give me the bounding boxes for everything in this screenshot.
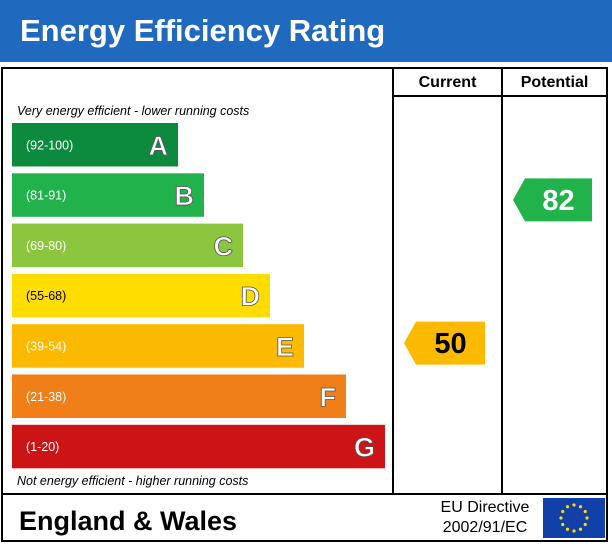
eu-flag-icon: [543, 498, 605, 538]
eu-star: [583, 522, 587, 527]
divider-current: [392, 69, 394, 495]
band-letter-d: D: [241, 282, 261, 312]
eu-star: [572, 503, 576, 507]
band-bar-b: [12, 173, 204, 217]
band-bar-a: [12, 123, 178, 167]
footer-rule: [3, 493, 606, 495]
potential-rating-value: 82: [542, 185, 574, 217]
band-letter-g: G: [354, 433, 375, 463]
potential-rating-arrow: [513, 178, 592, 222]
header-rule: [392, 95, 606, 97]
band-range-f: (21-38): [26, 390, 66, 404]
note-not-efficient: Not energy efficient - higher running co…: [17, 474, 249, 488]
band-range-d: (55-68): [26, 289, 66, 303]
current-rating-arrow: [404, 321, 485, 365]
region-label: England & Wales: [19, 506, 238, 536]
eu-directive-line2: 2002/91/EC: [442, 519, 528, 536]
band-range-g: (1-20): [26, 440, 59, 454]
eu-star: [565, 527, 570, 531]
eu-star: [565, 505, 570, 509]
band-bar-g: [12, 424, 385, 469]
divider-potential: [501, 69, 503, 495]
band-range-c: (69-80): [26, 239, 66, 253]
band-bar-e: [12, 324, 304, 368]
band-bar-f: [12, 374, 346, 418]
band-letter-c: C: [214, 231, 234, 261]
note-very-efficient: Very energy efficient - lower running co…: [17, 104, 250, 118]
eu-star: [559, 516, 563, 520]
band-range-a: (92-100): [26, 138, 73, 152]
page-title: Energy Efficiency Rating: [20, 13, 386, 48]
band-range-e: (39-54): [26, 339, 66, 353]
band-letter-a: A: [149, 131, 169, 161]
band-letter-e: E: [276, 332, 294, 362]
band-bar-d: [12, 273, 270, 318]
eu-star: [561, 509, 565, 514]
header-banner: Energy Efficiency Rating: [0, 0, 612, 62]
eu-directive-line1: EU Directive: [440, 499, 530, 516]
current-rating-value: 50: [434, 328, 466, 360]
band-range-b: (81-91): [26, 189, 66, 203]
eu-star: [561, 522, 565, 527]
eu-star: [578, 527, 583, 531]
band-letter-b: B: [175, 181, 195, 211]
band-bar-c: [12, 223, 243, 268]
eu-stars-icon: [559, 503, 589, 533]
eu-star: [578, 505, 583, 509]
eu-star: [583, 509, 587, 514]
current-column-header: Current: [418, 74, 477, 91]
eu-directive-text: EU Directive 2002/91/EC: [419, 498, 551, 538]
rating-frame: Current Potential Very energy efficient …: [1, 67, 608, 542]
eu-star: [585, 516, 589, 520]
eu-star: [572, 529, 576, 533]
potential-column-header: Potential: [520, 74, 589, 91]
band-letter-f: F: [320, 382, 337, 412]
